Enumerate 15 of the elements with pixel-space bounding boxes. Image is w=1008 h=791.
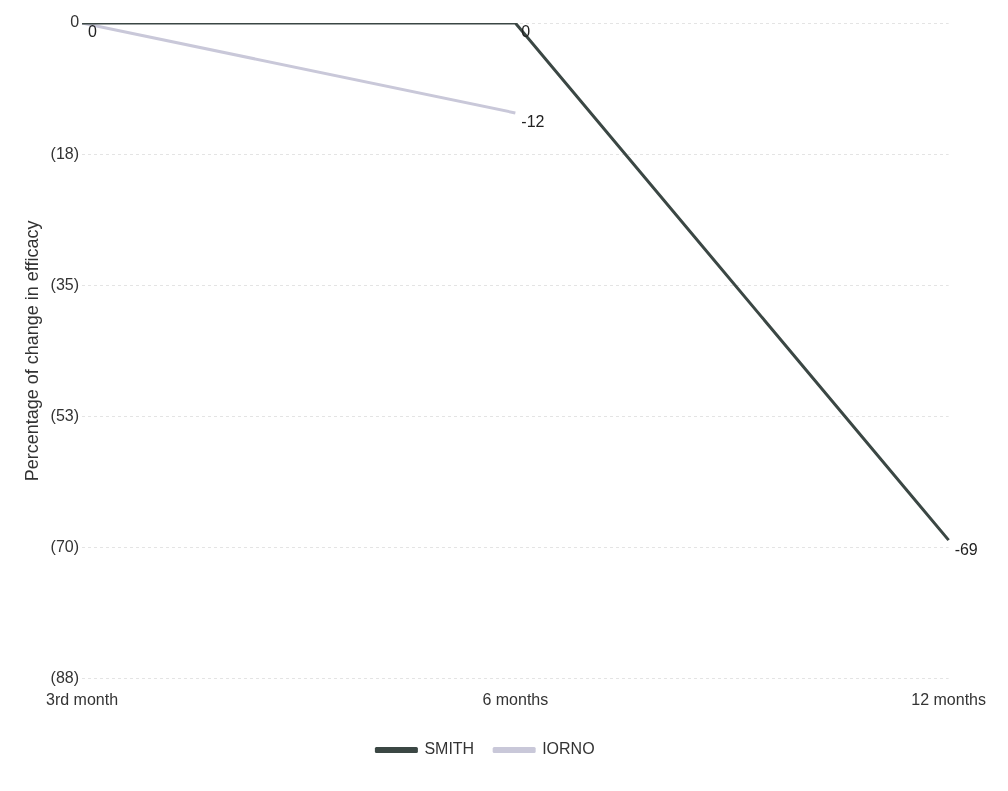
y-tick-label: (18) (50, 144, 80, 162)
y-axis-title: Percentage of change in efficacy (21, 220, 42, 482)
data-label: 0 (88, 23, 98, 41)
x-tick-label: 12 months (911, 690, 986, 708)
data-label: -69 (954, 540, 978, 558)
y-tick-label: (70) (50, 538, 80, 556)
y-tick-label: (88) (50, 669, 80, 687)
x-tick-label: 6 months (482, 690, 549, 708)
data-label: -12 (521, 113, 545, 131)
y-tick-label: 0 (70, 13, 80, 31)
legend-label: IORNO (542, 740, 595, 758)
y-tick-label: (53) (50, 406, 80, 424)
y-tick-label: (35) (50, 275, 80, 293)
legend-label: SMITH (424, 740, 475, 758)
x-tick-label: 3rd month (46, 690, 119, 708)
